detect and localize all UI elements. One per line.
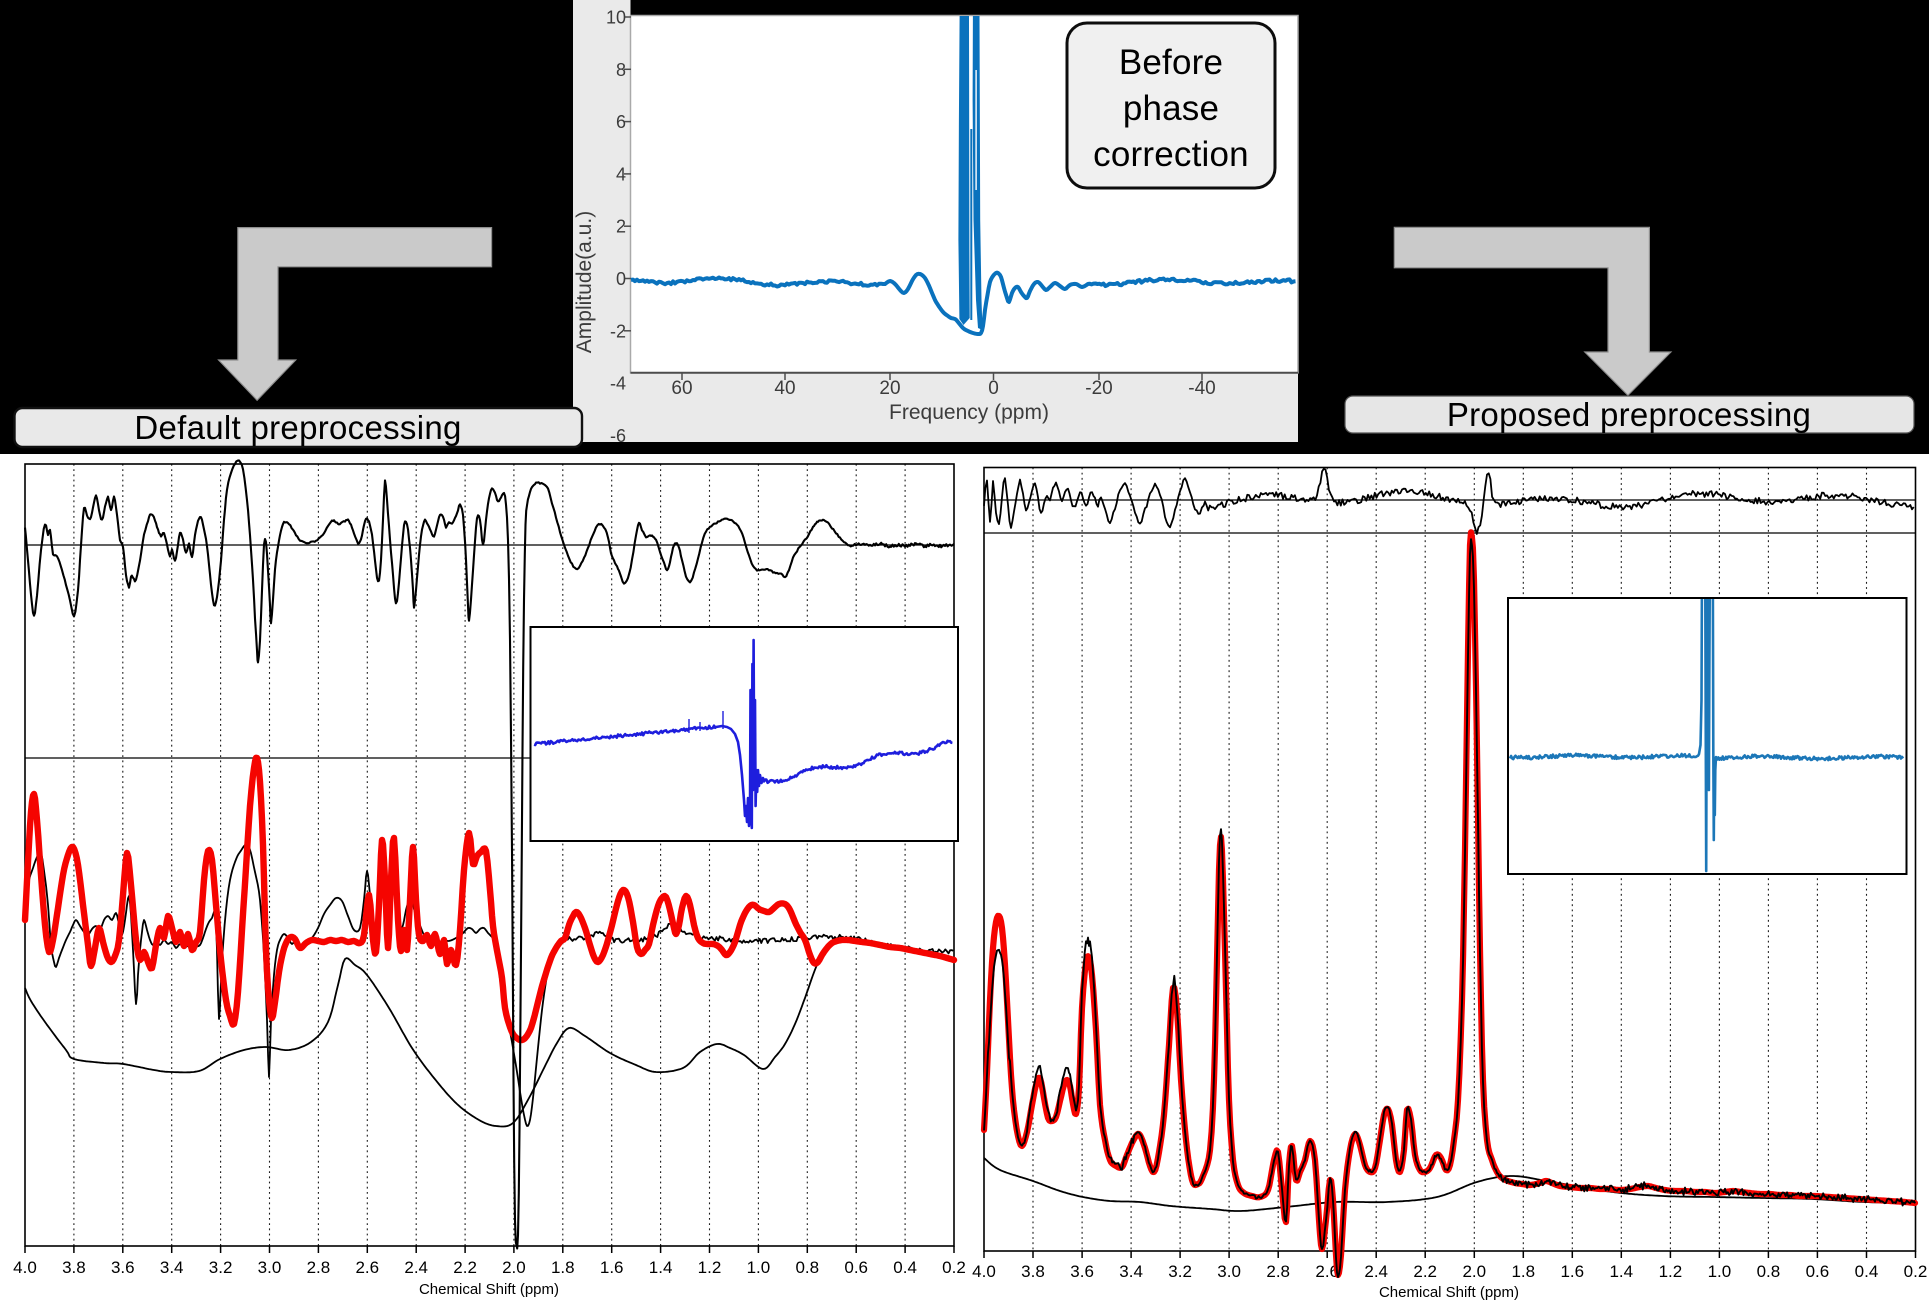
svg-text:-40: -40 [1188, 378, 1215, 399]
svg-text:1.2: 1.2 [1659, 1262, 1683, 1281]
svg-text:0: 0 [988, 378, 999, 399]
svg-text:10: 10 [606, 8, 626, 28]
svg-text:1.0: 1.0 [1708, 1262, 1732, 1281]
svg-text:1.0: 1.0 [747, 1258, 771, 1277]
svg-text:2.8: 2.8 [1266, 1262, 1290, 1281]
svg-text:4.0: 4.0 [13, 1258, 37, 1277]
svg-text:0.2: 0.2 [942, 1258, 966, 1277]
svg-text:40: 40 [774, 378, 795, 399]
svg-text:-20: -20 [1085, 378, 1112, 399]
svg-text:2.6: 2.6 [355, 1258, 379, 1277]
svg-text:Amplitude(a.u.): Amplitude(a.u.) [573, 211, 596, 353]
svg-text:0.4: 0.4 [893, 1258, 917, 1277]
svg-text:1.6: 1.6 [1560, 1262, 1584, 1281]
svg-text:3.2: 3.2 [209, 1258, 233, 1277]
svg-text:0.6: 0.6 [1806, 1262, 1830, 1281]
svg-text:1.4: 1.4 [649, 1258, 673, 1277]
svg-text:Chemical Shift (ppm): Chemical Shift (ppm) [419, 1281, 559, 1298]
svg-text:Frequency (ppm): Frequency (ppm) [889, 401, 1049, 424]
svg-text:4: 4 [616, 164, 626, 184]
svg-text:0.2: 0.2 [1904, 1262, 1928, 1281]
svg-text:0: 0 [616, 269, 626, 289]
svg-text:1.6: 1.6 [600, 1258, 624, 1277]
svg-text:1.8: 1.8 [1511, 1262, 1535, 1281]
svg-text:3.8: 3.8 [62, 1258, 86, 1277]
svg-text:3.4: 3.4 [1119, 1262, 1143, 1281]
svg-text:-4: -4 [610, 374, 626, 394]
svg-text:8: 8 [616, 60, 626, 80]
svg-text:3.0: 3.0 [258, 1258, 282, 1277]
svg-text:2.2: 2.2 [1413, 1262, 1437, 1281]
svg-text:2.0: 2.0 [502, 1258, 526, 1277]
svg-text:Default preprocessing: Default preprocessing [134, 409, 461, 446]
svg-text:4.0: 4.0 [972, 1262, 996, 1281]
svg-text:2.6: 2.6 [1315, 1262, 1339, 1281]
svg-text:1.8: 1.8 [551, 1258, 575, 1277]
svg-text:3.2: 3.2 [1168, 1262, 1192, 1281]
svg-text:2.8: 2.8 [307, 1258, 331, 1277]
svg-text:60: 60 [671, 378, 692, 399]
svg-text:3.8: 3.8 [1021, 1262, 1045, 1281]
svg-text:Chemical Shift (ppm): Chemical Shift (ppm) [1379, 1284, 1519, 1301]
svg-text:correction: correction [1093, 135, 1249, 174]
svg-text:3.6: 3.6 [1070, 1262, 1094, 1281]
svg-text:2.2: 2.2 [453, 1258, 477, 1277]
svg-text:1.2: 1.2 [698, 1258, 722, 1277]
svg-text:0.4: 0.4 [1855, 1262, 1879, 1281]
svg-text:0.6: 0.6 [844, 1258, 868, 1277]
svg-text:Proposed preprocessing: Proposed preprocessing [1447, 396, 1811, 433]
svg-text:3.4: 3.4 [160, 1258, 184, 1277]
svg-text:-2: -2 [610, 321, 626, 341]
svg-text:2: 2 [616, 217, 626, 237]
svg-text:phase: phase [1123, 89, 1219, 128]
svg-text:1.4: 1.4 [1609, 1262, 1633, 1281]
svg-text:2.0: 2.0 [1462, 1262, 1486, 1281]
svg-text:20: 20 [879, 378, 900, 399]
svg-text:3.0: 3.0 [1217, 1262, 1241, 1281]
svg-text:0.8: 0.8 [795, 1258, 819, 1277]
svg-text:3.6: 3.6 [111, 1258, 135, 1277]
svg-text:0.8: 0.8 [1757, 1262, 1781, 1281]
svg-text:6: 6 [616, 112, 626, 132]
svg-text:Before: Before [1119, 43, 1223, 82]
svg-text:2.4: 2.4 [1364, 1262, 1388, 1281]
svg-text:2.4: 2.4 [404, 1258, 428, 1277]
svg-text:-6: -6 [610, 426, 626, 446]
